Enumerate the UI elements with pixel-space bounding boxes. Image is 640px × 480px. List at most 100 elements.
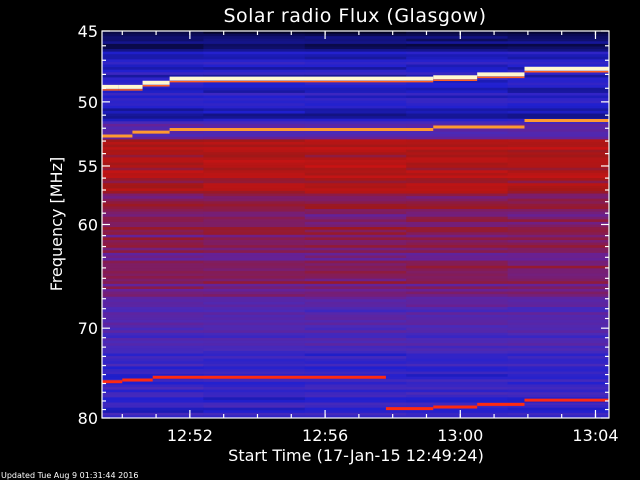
heatmap-cell bbox=[406, 144, 509, 148]
heatmap-cell bbox=[406, 82, 509, 86]
heatmap-cell bbox=[507, 113, 609, 117]
heatmap-cell bbox=[304, 361, 407, 365]
heatmap-cell bbox=[304, 368, 407, 373]
heatmap-cell bbox=[406, 387, 509, 391]
heatmap-cell bbox=[203, 33, 306, 37]
heatmap-cell bbox=[406, 371, 509, 375]
heatmap-cell bbox=[507, 129, 609, 133]
heatmap-cell bbox=[304, 353, 407, 357]
heatmap-cell bbox=[102, 196, 204, 200]
heatmap-cell bbox=[304, 141, 407, 146]
heatmap-cell bbox=[203, 56, 306, 60]
heatmap-cell bbox=[102, 330, 204, 334]
heatmap-cell bbox=[203, 72, 306, 76]
heatmap-cell bbox=[507, 296, 609, 300]
heatmap-cell bbox=[304, 299, 407, 303]
heatmap-cell bbox=[102, 188, 204, 192]
heatmap-cell bbox=[304, 399, 407, 404]
heatmap-cell bbox=[304, 232, 407, 236]
heatmap-cell bbox=[102, 322, 204, 326]
heatmap-cell bbox=[304, 74, 407, 79]
heatmap-cell bbox=[102, 278, 204, 282]
heatmap-cell bbox=[406, 178, 509, 182]
heatmap-cell bbox=[304, 211, 407, 215]
heatmap-cell bbox=[102, 353, 204, 357]
heatmap-cell bbox=[304, 56, 407, 60]
heatmap-cell bbox=[203, 123, 306, 128]
heatmap-cell bbox=[406, 229, 509, 233]
heatmap-cell bbox=[102, 340, 204, 344]
y-axis-title: Frequency [MHz] bbox=[47, 157, 66, 291]
heatmap-cell bbox=[406, 340, 509, 344]
heatmap-cell bbox=[102, 387, 204, 391]
heatmap-cell bbox=[203, 273, 306, 277]
heatmap-cell bbox=[507, 278, 609, 282]
heatmap-cell bbox=[406, 54, 509, 58]
heatmap-cell bbox=[507, 338, 609, 342]
heatmap-cell bbox=[406, 31, 509, 35]
heatmap-cell bbox=[203, 415, 306, 418]
heatmap-cell bbox=[102, 252, 204, 257]
heatmap-cell bbox=[406, 92, 509, 97]
heatmap-cell bbox=[406, 201, 509, 205]
heatmap-cell bbox=[102, 33, 204, 37]
heatmap-cell bbox=[203, 90, 306, 94]
heatmap-cell bbox=[304, 216, 407, 220]
heatmap-cell bbox=[507, 141, 609, 146]
heatmap-cell bbox=[304, 188, 407, 192]
heatmap-cell bbox=[507, 98, 609, 102]
heatmap-cell bbox=[203, 100, 306, 104]
heatmap-cell bbox=[406, 255, 509, 259]
heatmap-cell bbox=[304, 224, 407, 228]
heatmap-cell bbox=[304, 330, 407, 334]
heatmap-cell bbox=[304, 325, 407, 329]
heatmap-cell bbox=[304, 152, 407, 156]
heatmap-cell bbox=[203, 363, 306, 367]
heatmap-cell bbox=[304, 278, 407, 282]
heatmap-cell bbox=[304, 294, 407, 298]
heatmap-cell bbox=[203, 116, 306, 120]
heatmap-cell bbox=[507, 51, 609, 55]
heatmap-cell bbox=[304, 322, 407, 326]
heatmap-cell bbox=[507, 286, 609, 290]
heatmap-cell bbox=[304, 41, 407, 45]
heatmap-cell bbox=[507, 105, 609, 109]
heatmap-cell bbox=[507, 304, 609, 308]
heatmap-cell bbox=[203, 356, 306, 360]
heatmap-cell bbox=[507, 54, 609, 58]
heatmap-cell bbox=[406, 41, 509, 45]
heatmap-cell bbox=[203, 185, 306, 189]
heatmap-cell bbox=[102, 180, 204, 184]
heatmap-cell bbox=[507, 343, 609, 347]
heatmap-cell bbox=[507, 147, 609, 151]
heatmap-cell bbox=[102, 283, 204, 288]
heatmap-cell bbox=[203, 203, 306, 208]
heatmap-cell bbox=[406, 276, 509, 280]
heatmap-cell bbox=[304, 291, 407, 295]
heatmap-cell bbox=[304, 144, 407, 148]
heatmap-cell bbox=[203, 154, 306, 159]
heatmap-cell bbox=[304, 363, 407, 367]
heatmap-cell bbox=[102, 203, 204, 208]
heatmap-cell bbox=[203, 268, 306, 272]
heatmap-cell bbox=[406, 374, 509, 378]
heatmap-cell bbox=[507, 371, 609, 375]
heatmap-cell bbox=[203, 322, 306, 326]
heatmap-cell bbox=[102, 36, 204, 40]
heatmap-cell bbox=[203, 291, 306, 295]
heatmap-cell bbox=[102, 260, 204, 264]
heatmap-cell bbox=[406, 268, 509, 272]
heatmap-cell bbox=[203, 402, 306, 406]
heatmap-cell bbox=[304, 149, 407, 153]
heatmap-cell bbox=[203, 332, 306, 337]
heatmap-cell bbox=[406, 162, 509, 166]
heatmap-cell bbox=[102, 219, 204, 223]
heatmap-cell bbox=[406, 116, 509, 120]
x-tick-label: 13:04 bbox=[572, 426, 618, 445]
heatmap-cell bbox=[102, 221, 204, 226]
heatmap-cell bbox=[406, 149, 509, 153]
heatmap-cell bbox=[406, 327, 509, 331]
heatmap-cell bbox=[507, 394, 609, 398]
heatmap-cell bbox=[406, 175, 509, 179]
heatmap-cell bbox=[406, 154, 509, 159]
